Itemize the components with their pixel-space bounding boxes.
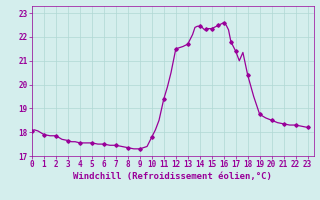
X-axis label: Windchill (Refroidissement éolien,°C): Windchill (Refroidissement éolien,°C) — [73, 172, 272, 181]
